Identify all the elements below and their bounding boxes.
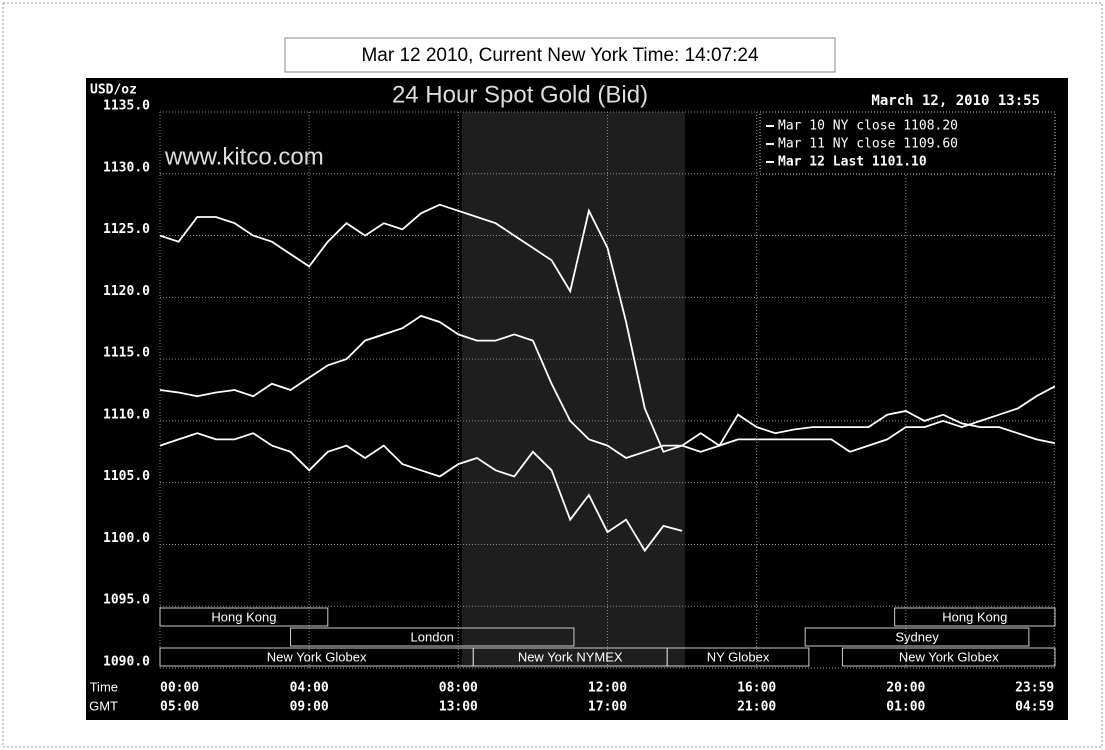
y-tick-label: 1105.0 [103, 469, 150, 484]
y-tick-label: 1110.0 [103, 407, 150, 422]
x2-tick-label: 17:00 [588, 700, 627, 715]
session-bar [894, 607, 1056, 627]
x2-tick-label: 04:59 [1015, 700, 1054, 715]
y-axis-label: USD/oz [90, 83, 137, 98]
legend-label: Mar 10 NY close 1108.20 [778, 119, 958, 134]
x-tick-label: 12:00 [588, 681, 627, 696]
session-bar [290, 627, 575, 647]
session-bar [159, 607, 329, 627]
x-axis-label: NY Time [68, 679, 118, 694]
y-tick-label: 1135.0 [103, 99, 150, 114]
x-tick-label: 20:00 [886, 681, 925, 696]
legend-label: Mar 11 NY close 1109.60 [778, 137, 958, 152]
session-label: New York Globex [267, 649, 367, 664]
x2-tick-label: 01:00 [886, 700, 925, 715]
session-label: New York Globex [899, 649, 999, 664]
session-label: New York NYMEX [518, 649, 623, 664]
y-tick-label: 1090.0 [103, 655, 150, 670]
legend-box [759, 111, 1056, 175]
x-tick-label: 04:00 [290, 681, 329, 696]
series-line [159, 432, 683, 553]
timestamp: March 12, 2010 13:55 [871, 93, 1040, 109]
y-tick-label: 1130.0 [103, 160, 150, 175]
x-tick-label: 00:00 [160, 681, 199, 696]
series-line [159, 314, 1056, 459]
y-tick-label: 1095.0 [103, 593, 150, 608]
session-bar [841, 647, 1056, 667]
y-tick-label: 1100.0 [103, 531, 150, 546]
session-label: Hong Kong [211, 609, 276, 624]
session-label: Sydney [895, 629, 939, 644]
series-line [159, 203, 1056, 453]
legend-label: Mar 12 Last 1101.10 [778, 155, 927, 170]
x2-tick-label: 09:00 [290, 700, 329, 715]
y-tick-label: 1120.0 [103, 284, 150, 299]
header-box [284, 37, 836, 73]
header-title: Mar 12 2010, Current New York Time: 14:0… [361, 45, 759, 66]
x-tick-label: 16:00 [737, 681, 776, 696]
y-tick-label: 1125.0 [103, 222, 150, 237]
session-bar [666, 647, 810, 667]
x-tick-label: 23:59 [1015, 681, 1054, 696]
y-tick-label: 1115.0 [103, 346, 150, 361]
session-label: Hong Kong [942, 609, 1007, 624]
session-label: London [411, 629, 454, 644]
x-tick-label: 08:00 [439, 681, 478, 696]
watermark: www.kitco.com [164, 143, 324, 170]
nymex-shade [462, 112, 685, 668]
x2-tick-label: 05:00 [160, 700, 199, 715]
x2-axis-label: GMT [89, 698, 118, 713]
x2-tick-label: 13:00 [439, 700, 478, 715]
session-bar [804, 627, 1030, 647]
session-label: NY Globex [707, 649, 770, 664]
chart-title: 24 Hour Spot Gold (Bid) [392, 81, 648, 108]
x2-tick-label: 21:00 [737, 700, 776, 715]
